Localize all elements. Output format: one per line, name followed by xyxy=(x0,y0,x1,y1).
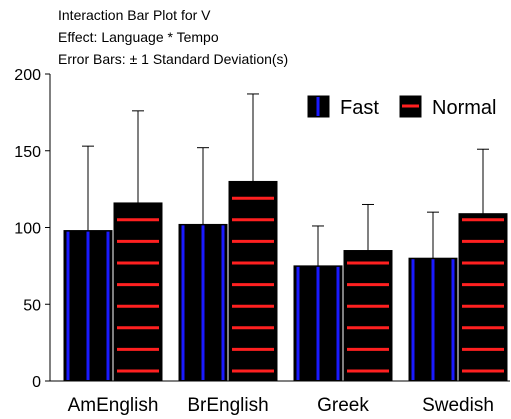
y-tick-label: 150 xyxy=(14,144,41,161)
chart-title-line-2: Effect: Language * Tempo xyxy=(58,29,219,45)
legend-label-fast: Fast xyxy=(340,97,379,119)
y-tick-label: 50 xyxy=(23,297,41,314)
legend-label-normal: Normal xyxy=(432,97,496,119)
x-category-label: Swedish xyxy=(422,395,494,416)
y-tick-label: 0 xyxy=(32,374,41,391)
x-category-label: Greek xyxy=(317,395,369,416)
x-category-label: AmEnglish xyxy=(68,395,159,416)
y-tick-label: 100 xyxy=(14,221,41,238)
chart-title-block: Interaction Bar Plot for V Effect: Langu… xyxy=(58,7,288,67)
bar-normal-greek xyxy=(343,250,393,382)
plot-area: 0 50 100 150 200 AmEnglish BrEnglish Greek Swedi… xyxy=(14,67,510,416)
bar-normal-amenglish xyxy=(113,202,163,382)
bar-normal-brenglish xyxy=(228,180,278,382)
x-category-label: BrEnglish xyxy=(187,395,268,416)
chart-title-line-3: Error Bars: ± 1 Standard Deviation(s) xyxy=(58,51,288,67)
chart-title-line-1: Interaction Bar Plot for V xyxy=(58,7,211,23)
legend: Fast Normal xyxy=(307,95,496,119)
y-tick-label: 200 xyxy=(14,67,41,84)
bar-normal-swedish xyxy=(458,213,508,382)
